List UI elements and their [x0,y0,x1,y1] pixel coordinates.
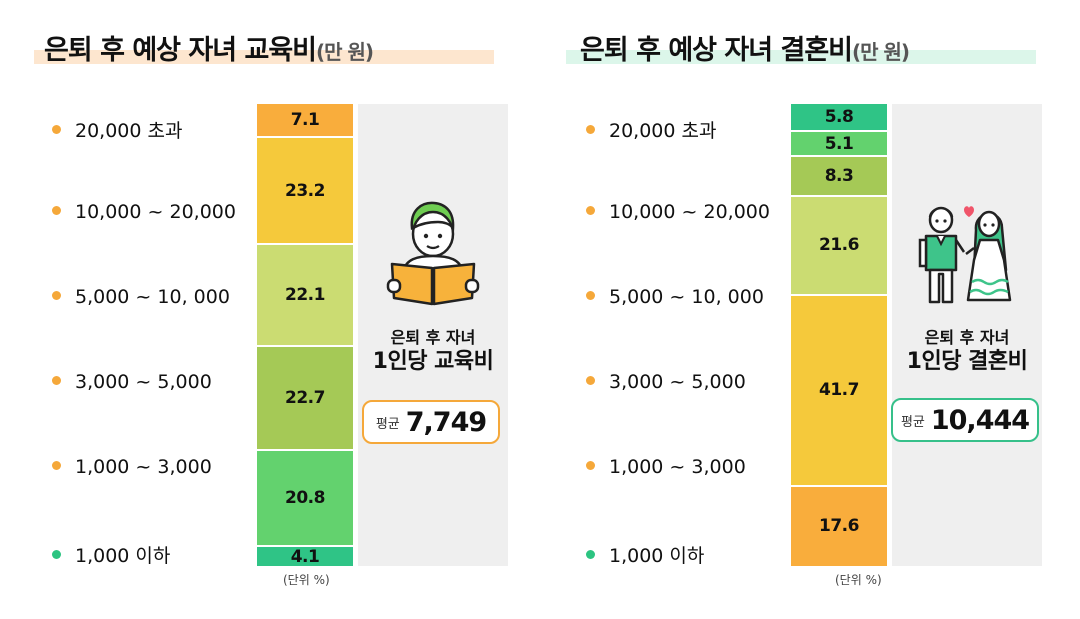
data-label: 22.7 [285,388,325,409]
data-label: 8.3 [824,165,854,186]
bar-segment: 8.3 [791,157,887,195]
data-label: 41.7 [819,380,859,401]
summary-background [358,104,508,566]
title-highlight [566,50,1036,64]
data-label: 5.1 [824,133,854,154]
category-label: 20,000 초과 [52,116,182,143]
bullet-dot [52,376,61,385]
bullet-dot [52,461,61,470]
summary-line1: 은퇴 후 자녀 [924,328,1010,347]
wedding-title-wrap: 은퇴 후 예상 자녀 결혼비(만 원) [566,28,1036,68]
chart-title-unit: (만 원) [852,40,910,64]
category-label: 10,000 ~ 20,000 [586,201,770,223]
bar-segment: 22.1 [257,244,353,345]
average-value: 10,444 [930,404,1030,436]
wedding-couple-icon [918,206,1012,304]
unit-note: (단위 %) [835,573,882,587]
chart-title-text: 은퇴 후 예상 자녀 교육비 [44,35,317,66]
chart-title: 은퇴 후 예상 자녀 결혼비(만 원) [580,28,1050,67]
bar-segment: 22.7 [257,346,353,450]
education-chart-panel: 은퇴 후 예상 자녀 교육비(만 원) 20,000 초과 10,000 ~ 20… [34,28,508,587]
bullet-dot [52,550,61,559]
bar-segment: 5.8 [791,104,887,131]
category-text: 5,000 ~ 10, 000 [609,286,764,308]
average-value: 7,749 [405,406,487,438]
summary-label: 은퇴 후 자녀 1인당 결혼비 [892,328,1042,376]
summary-label: 은퇴 후 자녀 1인당 교육비 [358,328,508,376]
bar-segment: 20.8 [257,451,353,546]
category-label: 5,000 ~ 10, 000 [52,286,230,308]
data-label: 17.6 [819,516,859,537]
category-text: 10,000 ~ 20,000 [609,201,770,223]
bar-segment: 4.1 [257,546,353,567]
bar-segment: 7.1 [257,104,353,137]
summary-line2: 1인당 교육비 [372,349,494,374]
category-label: 1,000 이하 [52,541,170,568]
bullet-dot [52,206,61,215]
category-text: 20,000 초과 [75,120,183,142]
data-label: 4.1 [290,546,320,567]
summary-line2: 1인당 결혼비 [906,349,1028,374]
category-label: 10,000 ~ 20,000 [52,201,236,223]
data-label: 7.1 [290,110,320,131]
bullet-dot [586,461,595,470]
bar-segment: 5.1 [791,132,887,156]
average-label: 평균 [375,416,400,432]
stacked-bar: 5.8 5.1 8.3 21.6 41.7 17.6 [791,104,887,566]
bar-segment: 23.2 [257,138,353,243]
category-text: 1,000 ~ 3,000 [75,456,212,478]
category-label: 1,000 이하 [586,541,704,568]
category-text: 1,000 ~ 3,000 [609,456,746,478]
category-label: 1,000 ~ 3,000 [52,456,212,478]
category-label: 5,000 ~ 10, 000 [586,286,764,308]
stacked-bar: 7.1 23.2 22.1 22.7 20.8 4.1 [257,104,353,567]
average-box: 평균 7,749 [362,400,500,444]
bullet-dot [586,376,595,385]
category-text: 20,000 초과 [609,120,717,142]
category-label: 3,000 ~ 5,000 [52,371,212,393]
average-box: 평균 10,444 [891,398,1039,442]
category-text: 10,000 ~ 20,000 [75,201,236,223]
average-label: 평균 [900,414,925,430]
data-label: 20.8 [285,488,325,509]
bullet-dot [586,125,595,134]
data-label: 22.1 [285,284,325,305]
unit-note: (단위 %) [283,573,330,587]
data-label: 5.8 [824,107,854,128]
category-text: 1,000 이하 [609,545,705,567]
category-text: 1,000 이하 [75,545,171,567]
bullet-dot [52,125,61,134]
category-label: 3,000 ~ 5,000 [586,371,746,393]
summary-line1: 은퇴 후 자녀 [390,328,476,347]
category-label: 1,000 ~ 3,000 [586,456,746,478]
category-text: 3,000 ~ 5,000 [75,371,212,393]
category-label: 20,000 초과 [586,116,716,143]
bullet-dot [586,550,595,559]
bar-segment: 41.7 [791,296,887,485]
reading-person-icon [386,201,480,306]
wedding-chart-panel: 은퇴 후 예상 자녀 결혼비(만 원) 20,000 초과 10,000 ~ 20… [534,0,1080,619]
title-highlight [34,50,494,64]
data-label: 23.2 [285,180,325,201]
category-text: 3,000 ~ 5,000 [609,371,746,393]
bar-segment: 21.6 [791,196,887,295]
category-text: 5,000 ~ 10, 000 [75,286,230,308]
bullet-dot [52,291,61,300]
data-label: 21.6 [819,235,859,256]
chart-title-unit: (만 원) [316,40,374,64]
bar-segment: 17.6 [791,486,887,566]
summary-background [892,104,1042,566]
chart-title-text: 은퇴 후 예상 자녀 결혼비 [580,35,853,66]
bullet-dot [586,206,595,215]
education-title-wrap: 은퇴 후 예상 자녀 교육비(만 원) [34,28,494,68]
chart-title: 은퇴 후 예상 자녀 교육비(만 원) [44,28,504,67]
bullet-dot [586,291,595,300]
